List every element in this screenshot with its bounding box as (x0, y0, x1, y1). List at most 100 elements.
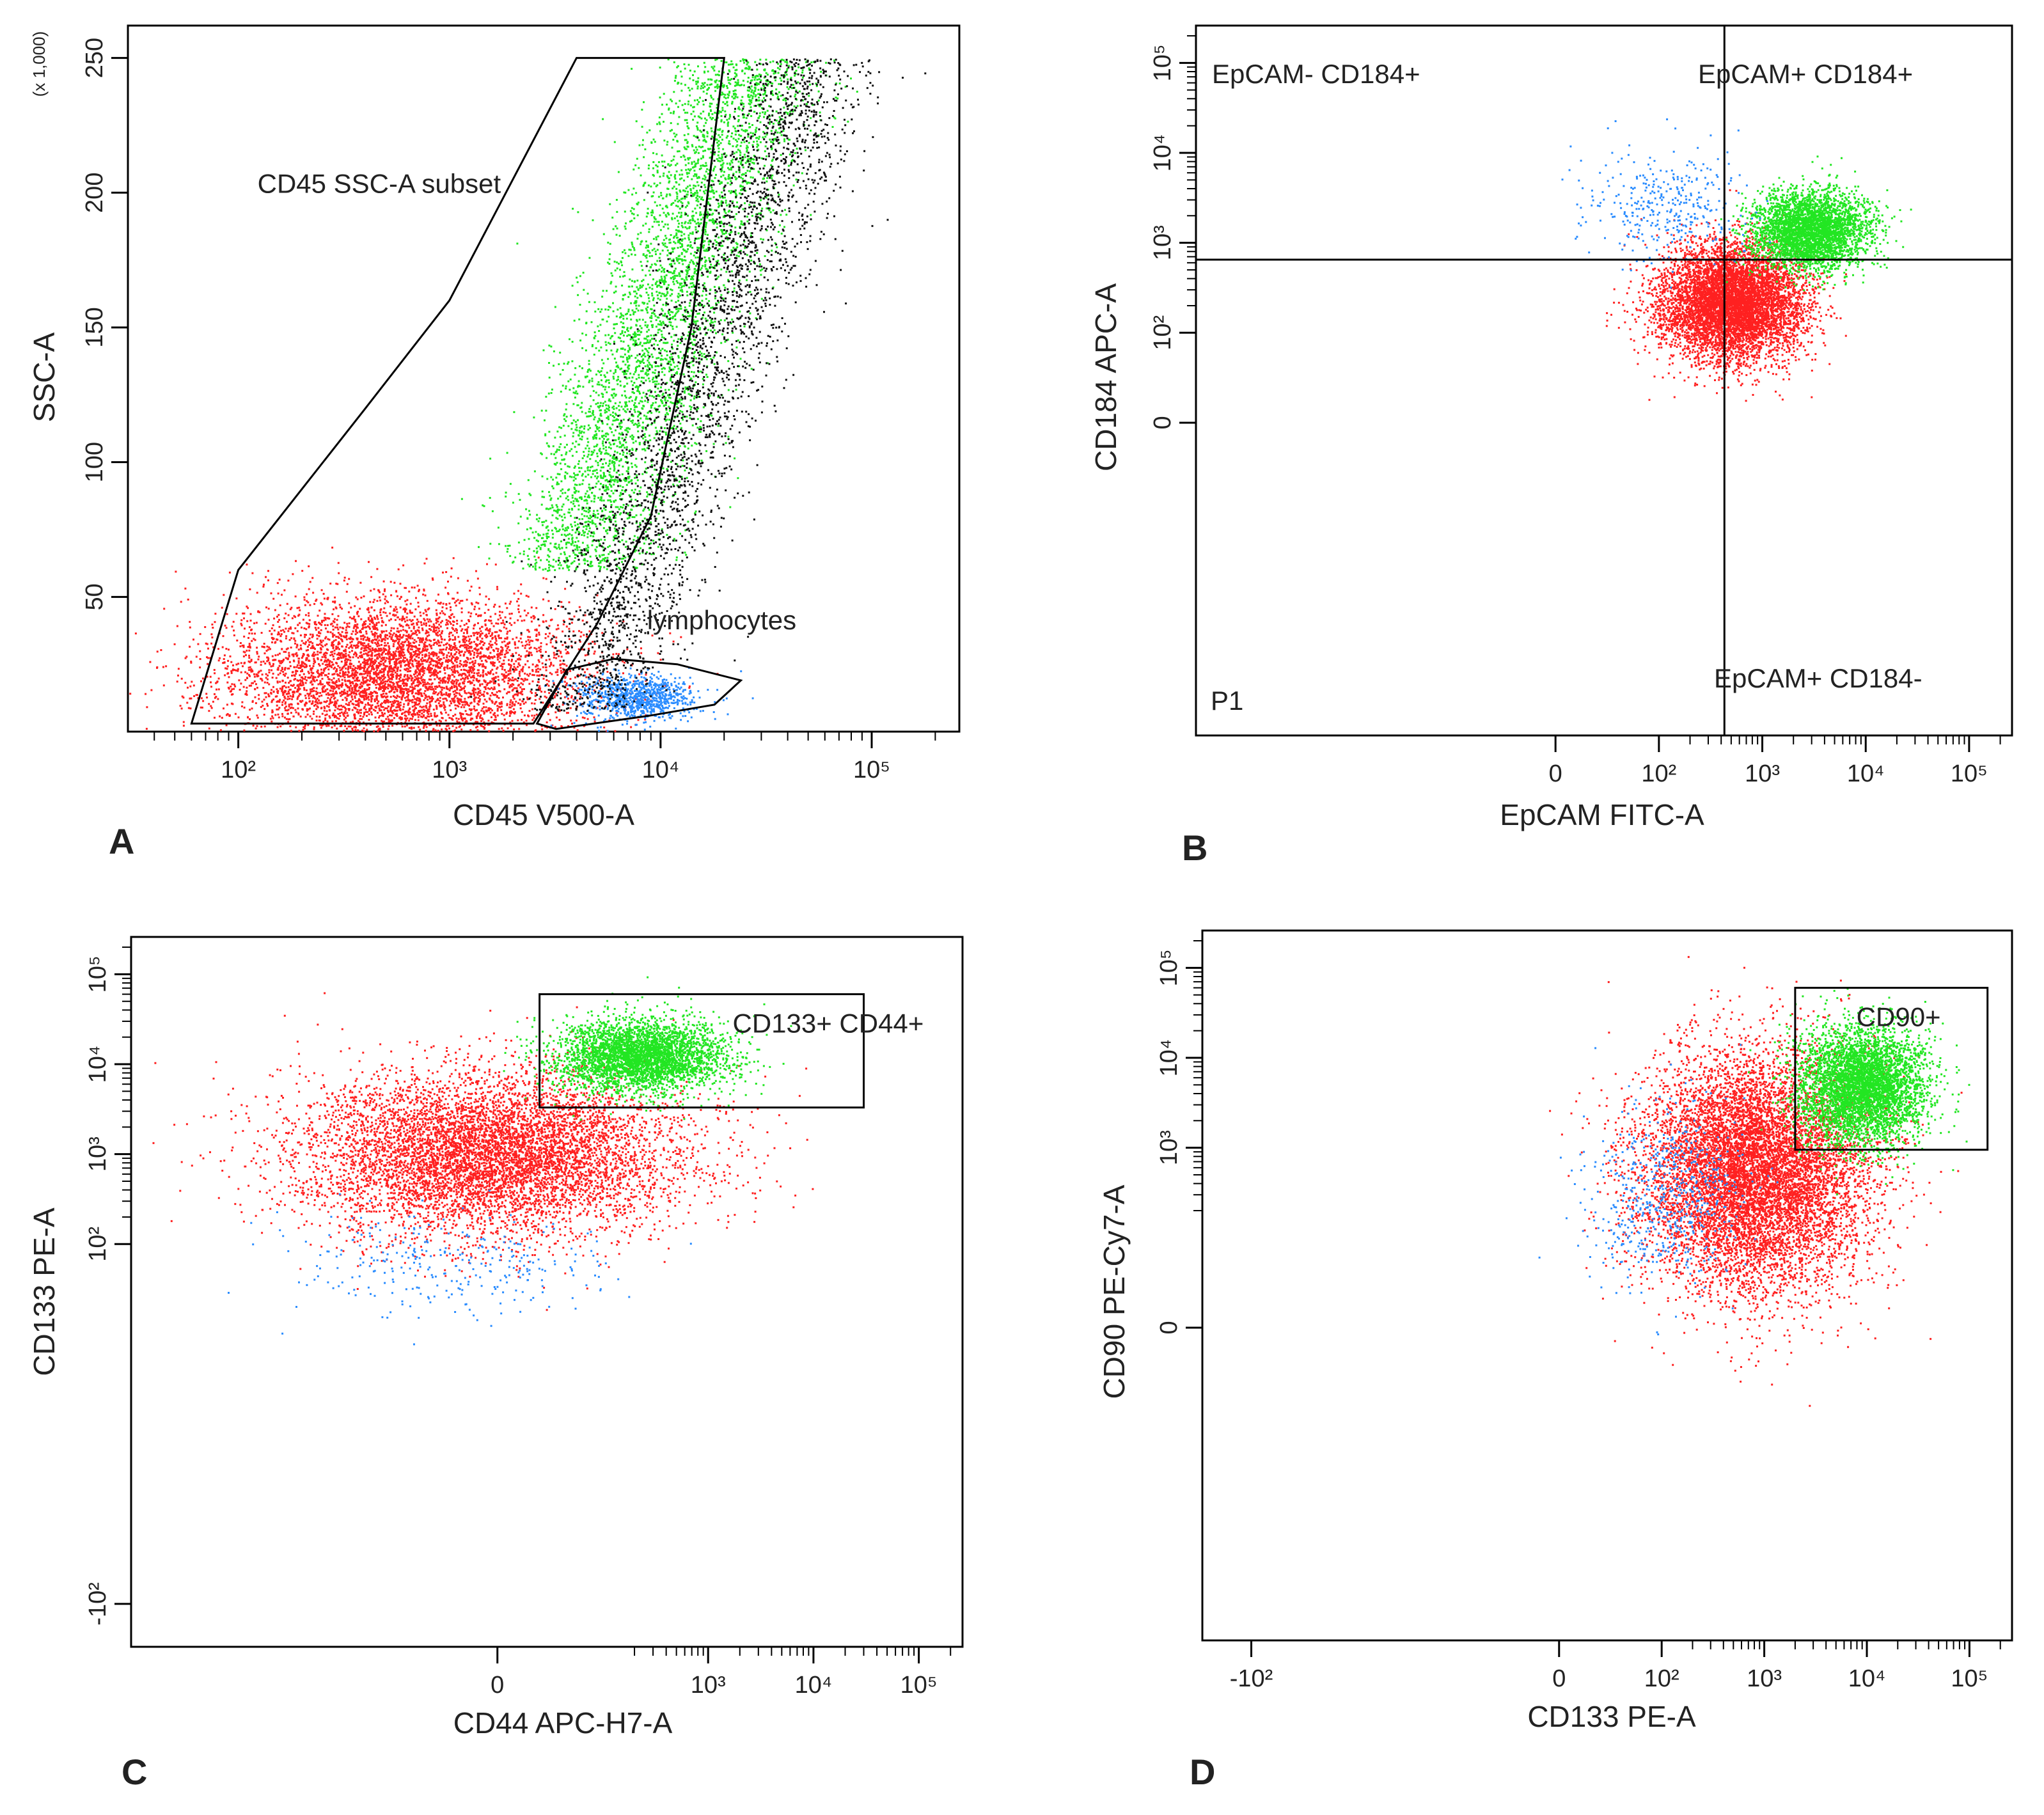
panel-d-gate (1794, 987, 1989, 1151)
panel-b-x-tick-label: 10² (1641, 760, 1676, 787)
panel-a-series-blue (544, 666, 754, 732)
panel-d-series-green (1748, 987, 1970, 1195)
panel-b-y-tick-label: 10⁴ (1149, 134, 1176, 172)
panel-a-letter: A (109, 821, 134, 861)
panel-a-gates (190, 57, 743, 730)
panel-d-letter: D (1190, 1752, 1215, 1792)
panel-a-x-tick-label: 10⁴ (642, 757, 680, 783)
panel-a-blue-dots (544, 666, 754, 732)
panel-b-y-tick-label: 0 (1149, 416, 1176, 429)
panel-d-points (1538, 955, 1970, 1407)
panel-d-red-dots (1549, 955, 1963, 1407)
panel-c-series-red (152, 992, 814, 1311)
panel-b-plot-frame (1195, 24, 2013, 737)
panel-a-red-dots (129, 546, 719, 732)
panel-c-points (152, 976, 814, 1346)
panel-c-y-tick-label: 10² (84, 1227, 111, 1262)
panel-c-x-tick-label: 10³ (691, 1672, 726, 1699)
panel-a-ticks: 10² 10³ 10⁴ 10⁵ 50 100 150 200 250 (81, 38, 936, 783)
panel-a-series-black (470, 58, 927, 712)
panel-a-x-tick-label: 10³ (432, 757, 467, 783)
panel-d-gate-label: CD90+ (1857, 1002, 1941, 1032)
panel-a-y-tick-label: 200 (81, 173, 108, 213)
panel-b-x-tick-label: 10⁵ (1951, 760, 1988, 787)
panel-d-x-axis-label: CD133 PE-A (1527, 1700, 1696, 1733)
panel-b-x-axis-label: EpCAM FITC-A (1500, 798, 1704, 831)
panel-a-gate-0 (190, 57, 725, 725)
panel-c-x-tick-label: 10⁵ (900, 1672, 938, 1699)
panel-b-x-tick-label: 0 (1549, 760, 1562, 787)
panel-b-quadrant-label-top-left: EpCAM- CD184+ (1212, 59, 1420, 89)
panel-d-y-tick-label: 0 (1156, 1321, 1183, 1334)
panel-b-quadrant-label-bottom-right: EpCAM+ CD184- (1714, 663, 1922, 693)
panel-b-letter: B (1182, 828, 1207, 868)
panel-d-y-tick-label: 10⁵ (1156, 949, 1183, 986)
panel-d-ticks: -10² 0 10² 10³ 10⁴ 10⁵ 0 10³ 10⁴ 10⁵ (1156, 940, 2001, 1692)
panel-b-x-tick-label: 10³ (1745, 760, 1780, 787)
panel-b-y-tick-label: 10³ (1149, 225, 1176, 260)
panel-c-gate (539, 993, 865, 1109)
panel-c-y-tick-label: 10⁵ (84, 955, 111, 993)
panel-d-y-tick-label: 10³ (1156, 1130, 1183, 1165)
panel-a-series-red (129, 546, 719, 732)
panel-c-y-tick-label: 10⁴ (84, 1046, 111, 1083)
panel-d-y-axis-label: CD90 PE-Cy7-A (1097, 1184, 1131, 1399)
panel-a-annotation-lymphocytes: lymphocytes (647, 605, 796, 635)
panel-b-x-tick-label: 10⁴ (1847, 760, 1885, 787)
panel-a-x-tick-label: 10² (221, 757, 256, 783)
panel-a-y-tick-label: 250 (81, 38, 108, 78)
panel-d-gate-box (1794, 987, 1989, 1151)
panel-a-black-dots (470, 58, 927, 712)
panel-c-x-tick-label: 10⁴ (795, 1672, 833, 1699)
panel-a-points (129, 58, 927, 732)
panel-a-x-axis-label: CD45 V500-A (453, 798, 634, 831)
panel-b-points (1561, 118, 1912, 402)
panel-d-x-tick-label: -10² (1230, 1665, 1273, 1692)
panel-c-y-tick-label: 10³ (84, 1136, 111, 1172)
panel-c-gate-label: CD133+ CD44+ (733, 1009, 924, 1039)
panel-b-series-green (1720, 155, 1912, 292)
panel-c-x-tick-label: 0 (491, 1672, 504, 1699)
panel-b-y-tick-label: 10⁵ (1149, 44, 1176, 81)
panel-d-x-tick-label: 10³ (1747, 1665, 1782, 1692)
panel-d-x-tick-label: 10² (1644, 1665, 1679, 1692)
panel-a-y-tick-label: 150 (81, 307, 108, 347)
panel-a-y-axis-label: SSC-A (28, 332, 61, 422)
panel-b-y-tick-label: 10² (1149, 315, 1176, 350)
panel-b-series-red (1605, 189, 1847, 402)
panel-b-ticks: 0 10² 10³ 10⁴ 10⁵ 0 10² 10³ 10⁴ 10⁵ (1149, 35, 2001, 787)
panel-a-x-tick-label: 10⁵ (853, 757, 890, 783)
panel-b: 0 10² 10³ 10⁴ 10⁵ 0 10² 10³ 10⁴ 10⁵ EpCAM- CD184+… (1089, 24, 2013, 868)
panel-b-y-axis-label: CD184 APC-A (1089, 283, 1122, 471)
panel-d-x-tick-label: 0 (1552, 1665, 1566, 1692)
panel-d-x-tick-label: 10⁴ (1848, 1665, 1886, 1692)
panel-b-quadrant-label-top-right: EpCAM+ CD184+ (1698, 59, 1913, 89)
panel-c-blue-dots (228, 1190, 692, 1346)
panel-c-letter: C (122, 1752, 147, 1792)
panel-a-series-green (460, 58, 858, 572)
panel-a-annotation-subset: CD45 SSC-A subset (258, 168, 501, 198)
panel-c-ticks: 0 10³ 10⁴ 10⁵ -10² 10² 10³ 10⁴ 10⁵ (84, 947, 952, 1699)
panel-c-y-tick-label: -10² (84, 1582, 111, 1626)
panel-d-series-red (1549, 955, 1963, 1407)
panel-a-y-tick-label: 100 (81, 442, 108, 482)
panel-d-y-tick-label: 10⁴ (1156, 1039, 1183, 1077)
panel-c-x-axis-label: CD44 APC-H7-A (453, 1706, 673, 1740)
panel-a-gate-1 (535, 657, 743, 730)
panel-c-green-dots (503, 976, 792, 1121)
panel-c-y-axis-label: CD133 PE-A (28, 1207, 61, 1376)
panel-a-y-tick-label: 50 (81, 583, 108, 610)
panel-a-plot-frame (127, 24, 961, 733)
panel-a: 10² 10³ 10⁴ 10⁵ 50 100 150 200 250 (x 1,000) CD4… (28, 24, 961, 861)
panel-d-x-tick-label: 10⁵ (1951, 1665, 1988, 1692)
panel-b-quadrant-lines (1196, 26, 2012, 735)
panel-c-series-green (503, 976, 792, 1121)
panel-c-red-dots (152, 992, 814, 1311)
panel-c-plot-frame (130, 936, 964, 1648)
panel-c-series-blue (228, 1190, 692, 1346)
panel-a-y-scale-note: (x 1,000) (29, 31, 49, 97)
panel-c-gate-box (539, 993, 865, 1109)
panel-b-gate-label: P1 (1211, 686, 1243, 716)
